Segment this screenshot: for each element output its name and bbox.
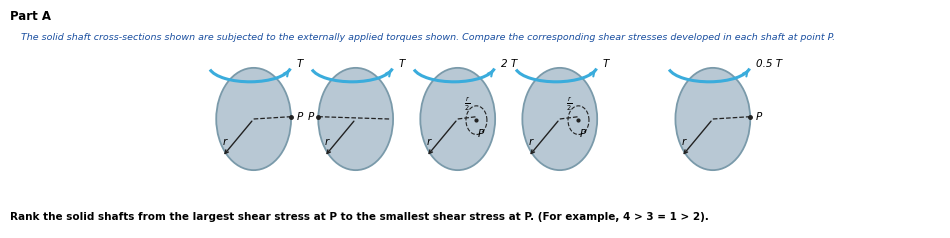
- Text: $\frac{r}{2}$: $\frac{r}{2}$: [566, 95, 573, 113]
- Text: r: r: [682, 137, 686, 147]
- Text: P: P: [580, 129, 586, 139]
- Text: T: T: [602, 59, 609, 69]
- Text: Part A: Part A: [10, 10, 50, 23]
- Text: $\frac{r}{2}$: $\frac{r}{2}$: [465, 95, 470, 113]
- Text: P: P: [478, 129, 484, 139]
- Ellipse shape: [217, 68, 291, 170]
- Text: Rank the solid shafts from the largest shear stress at P to the smallest shear s: Rank the solid shafts from the largest s…: [10, 213, 709, 223]
- Text: P: P: [308, 112, 314, 122]
- Ellipse shape: [318, 68, 393, 170]
- Text: r: r: [223, 137, 227, 147]
- Text: T: T: [296, 59, 303, 69]
- Ellipse shape: [675, 68, 750, 170]
- Text: r: r: [529, 137, 533, 147]
- Ellipse shape: [522, 68, 598, 170]
- Text: P: P: [297, 112, 303, 122]
- Text: r: r: [427, 137, 431, 147]
- Text: 2 T: 2 T: [501, 59, 517, 69]
- Text: The solid shaft cross-sections shown are subjected to the externally applied tor: The solid shaft cross-sections shown are…: [22, 33, 836, 42]
- Ellipse shape: [420, 68, 495, 170]
- Text: P: P: [756, 112, 763, 122]
- Text: 0.5 T: 0.5 T: [755, 59, 782, 69]
- Text: T: T: [398, 59, 405, 69]
- Text: r: r: [325, 137, 329, 147]
